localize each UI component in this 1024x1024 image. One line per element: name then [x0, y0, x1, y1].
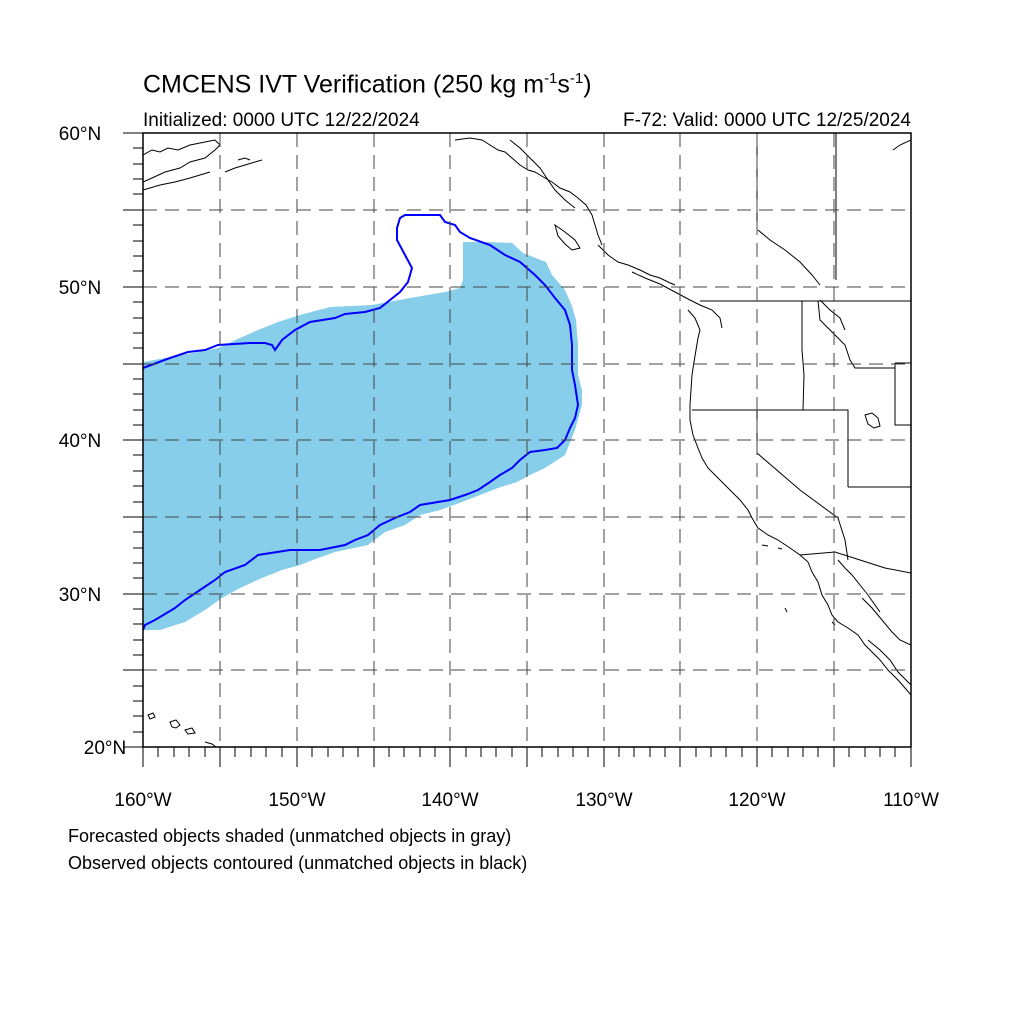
lon-label-120w: 120°W [728, 790, 785, 811]
lon-label-150w: 150°W [268, 790, 325, 811]
axis-ticks [123, 132, 912, 767]
coastlines [143, 137, 911, 747]
graticule [143, 133, 911, 747]
legend-forecast-note: Forecasted objects shaded (unmatched obj… [68, 826, 512, 846]
map-title: CMCENS IVT Verification (250 kg m-1s-1) [143, 70, 592, 99]
lon-label-160w: 160°W [114, 790, 171, 811]
initialized-label: Initialized: 0000 UTC 12/22/2024 [143, 110, 420, 131]
forecast-object [143, 242, 582, 630]
lon-label-130w: 130°W [575, 790, 632, 811]
observed-object-contour [143, 214, 580, 631]
lon-label-140w: 140°W [421, 790, 478, 811]
political-borders [692, 133, 911, 574]
lat-label-30n: 30°N [59, 585, 101, 606]
lon-label-110w: 110°W [883, 790, 939, 811]
lat-label-60n: 60°N [59, 124, 101, 145]
lat-label-40n: 40°N [59, 431, 101, 452]
lat-label-50n: 50°N [59, 278, 101, 299]
valid-time-label: F-72: Valid: 0000 UTC 12/25/2024 [623, 110, 911, 131]
legend-observed-note: Observed objects contoured (unmatched ob… [68, 853, 528, 873]
lat-label-20n: 20°N [84, 738, 126, 759]
